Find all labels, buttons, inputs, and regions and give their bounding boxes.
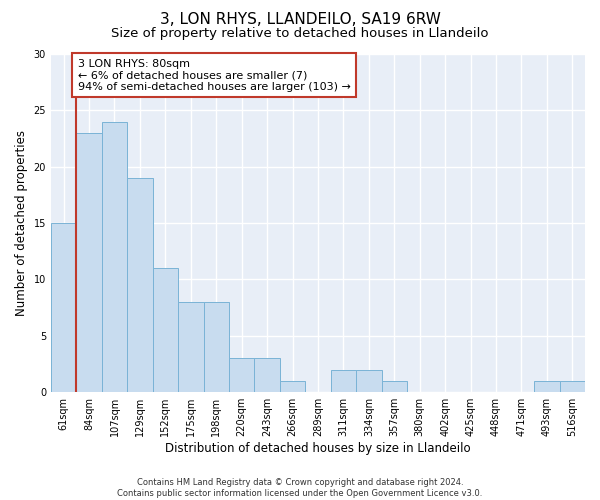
X-axis label: Distribution of detached houses by size in Llandeilo: Distribution of detached houses by size … [165,442,471,455]
Bar [152,268,178,392]
Bar [560,381,585,392]
Bar [127,178,152,392]
Bar [51,223,76,392]
Bar [254,358,280,392]
Bar [382,381,407,392]
Bar [76,133,102,392]
Bar [203,302,229,392]
Text: Size of property relative to detached houses in Llandeilo: Size of property relative to detached ho… [111,28,489,40]
Bar [229,358,254,392]
Text: 3 LON RHYS: 80sqm
← 6% of detached houses are smaller (7)
94% of semi-detached h: 3 LON RHYS: 80sqm ← 6% of detached house… [77,58,350,92]
Bar [534,381,560,392]
Text: Contains HM Land Registry data © Crown copyright and database right 2024.
Contai: Contains HM Land Registry data © Crown c… [118,478,482,498]
Text: 3, LON RHYS, LLANDEILO, SA19 6RW: 3, LON RHYS, LLANDEILO, SA19 6RW [160,12,440,27]
Bar [331,370,356,392]
Bar [102,122,127,392]
Bar [178,302,203,392]
Y-axis label: Number of detached properties: Number of detached properties [15,130,28,316]
Bar [280,381,305,392]
Bar [356,370,382,392]
